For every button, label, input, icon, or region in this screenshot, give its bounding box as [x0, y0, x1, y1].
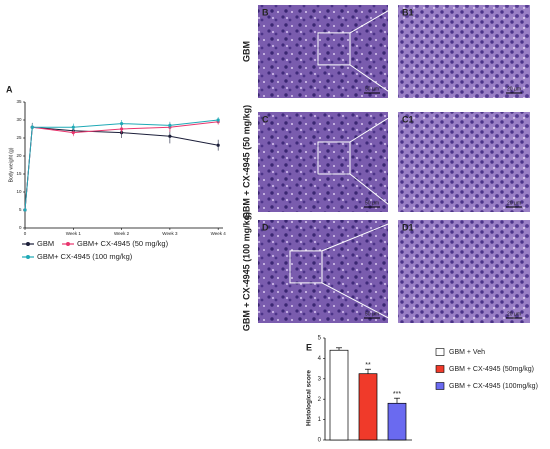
- zoom-line: [349, 64, 399, 99]
- legend-marker: [66, 242, 70, 246]
- scale-bar-label: 20 μm: [507, 311, 521, 317]
- panel-letter: D1: [402, 222, 414, 232]
- micrograph: [258, 112, 388, 212]
- y-tick-label: 3: [318, 376, 322, 382]
- zoom-line: [349, 173, 399, 213]
- panel-letter: D: [262, 222, 269, 232]
- panel-letter: B1: [402, 7, 414, 17]
- scale-bar-label: 50 μm: [365, 311, 379, 317]
- y-tick-label: 2: [318, 397, 322, 403]
- y-axis-label: Histological score: [306, 370, 313, 426]
- scale-bar-label: 50 μm: [365, 86, 379, 92]
- legend-marker: [26, 255, 30, 259]
- bar: [329, 349, 349, 441]
- point: [30, 125, 34, 129]
- micrograph-zoom: [398, 112, 530, 212]
- significance: ***: [393, 391, 401, 398]
- point: [168, 134, 172, 138]
- scale-bar-label: 20 μm: [507, 86, 521, 92]
- zoom-box: [289, 250, 323, 284]
- panel-letter: C1: [402, 114, 414, 124]
- zoom-line: [321, 282, 399, 324]
- legend-label: GBM+ CX-4945 (50 mg/kg): [77, 239, 169, 248]
- y-tick-label: 35: [16, 99, 22, 104]
- x-tick-label: 0: [24, 231, 27, 236]
- row-label: GBM: [241, 41, 251, 62]
- y-axis-label: Body weight (g): [8, 147, 14, 182]
- micrograph-zoom: [398, 220, 530, 323]
- y-tick-label: 0: [19, 225, 22, 230]
- bar: [387, 402, 407, 441]
- x-tick-label: Week 4: [211, 231, 227, 236]
- y-tick-label: 0: [318, 438, 322, 444]
- panel-letter: C: [262, 114, 269, 124]
- y-tick-label: 25: [16, 135, 22, 140]
- line: [24, 119, 219, 211]
- zoom-line: [321, 219, 399, 252]
- scale-bar-label: 50 μm: [365, 200, 379, 206]
- legend-label: GBM + CX-4945 (100mg/kg): [449, 383, 538, 390]
- legend-swatch: [435, 348, 445, 356]
- zoom-box: [317, 141, 351, 175]
- zoom-box: [317, 32, 351, 66]
- y-tick-label: 5: [19, 207, 22, 212]
- x-tick-label: Week 3: [162, 231, 178, 236]
- y-tick-label: 1: [318, 417, 322, 423]
- point: [119, 122, 124, 126]
- legend-label: GBM: [37, 239, 54, 248]
- zoom-line: [349, 111, 399, 143]
- point: [216, 143, 220, 147]
- line: [24, 126, 219, 211]
- y-tick-label: 30: [16, 117, 22, 122]
- panel-letter: B: [262, 7, 269, 17]
- legend-label: GBM+ CX-4945 (100 mg/kg): [37, 252, 133, 261]
- bar: [358, 373, 378, 441]
- row-label: GBM + CX-4945 (100 mg/kg): [241, 212, 251, 331]
- zoom-line: [349, 4, 399, 34]
- scale-bar-label: 20 μm: [507, 200, 521, 206]
- x-tick-label: Week 1: [66, 231, 82, 236]
- significance: **: [365, 362, 371, 369]
- y-tick-label: 15: [16, 171, 22, 176]
- legend-swatch: [435, 382, 445, 390]
- y-tick-label: 20: [16, 153, 22, 158]
- legend-marker: [26, 242, 30, 246]
- micrograph: [258, 5, 388, 98]
- panel-letter: A: [6, 84, 13, 94]
- y-tick-label: 10: [16, 189, 22, 194]
- legend-swatch: [435, 365, 445, 373]
- point: [71, 125, 75, 129]
- legend-label: GBM + Veh: [449, 349, 485, 356]
- panel-letter: E: [306, 342, 312, 352]
- y-tick-label: 4: [318, 356, 322, 362]
- x-tick-label: Week 2: [114, 231, 130, 236]
- point: [23, 208, 27, 212]
- point: [216, 118, 220, 122]
- row-label: GBM + CX-4945 (50 mg/kg): [241, 105, 251, 219]
- point: [119, 127, 124, 131]
- point: [71, 131, 75, 135]
- micrograph-zoom: [398, 5, 530, 98]
- point: [168, 123, 172, 127]
- y-tick-label: 5: [318, 336, 322, 342]
- legend-label: GBM + CX-4945 (50mg/kg): [449, 366, 534, 373]
